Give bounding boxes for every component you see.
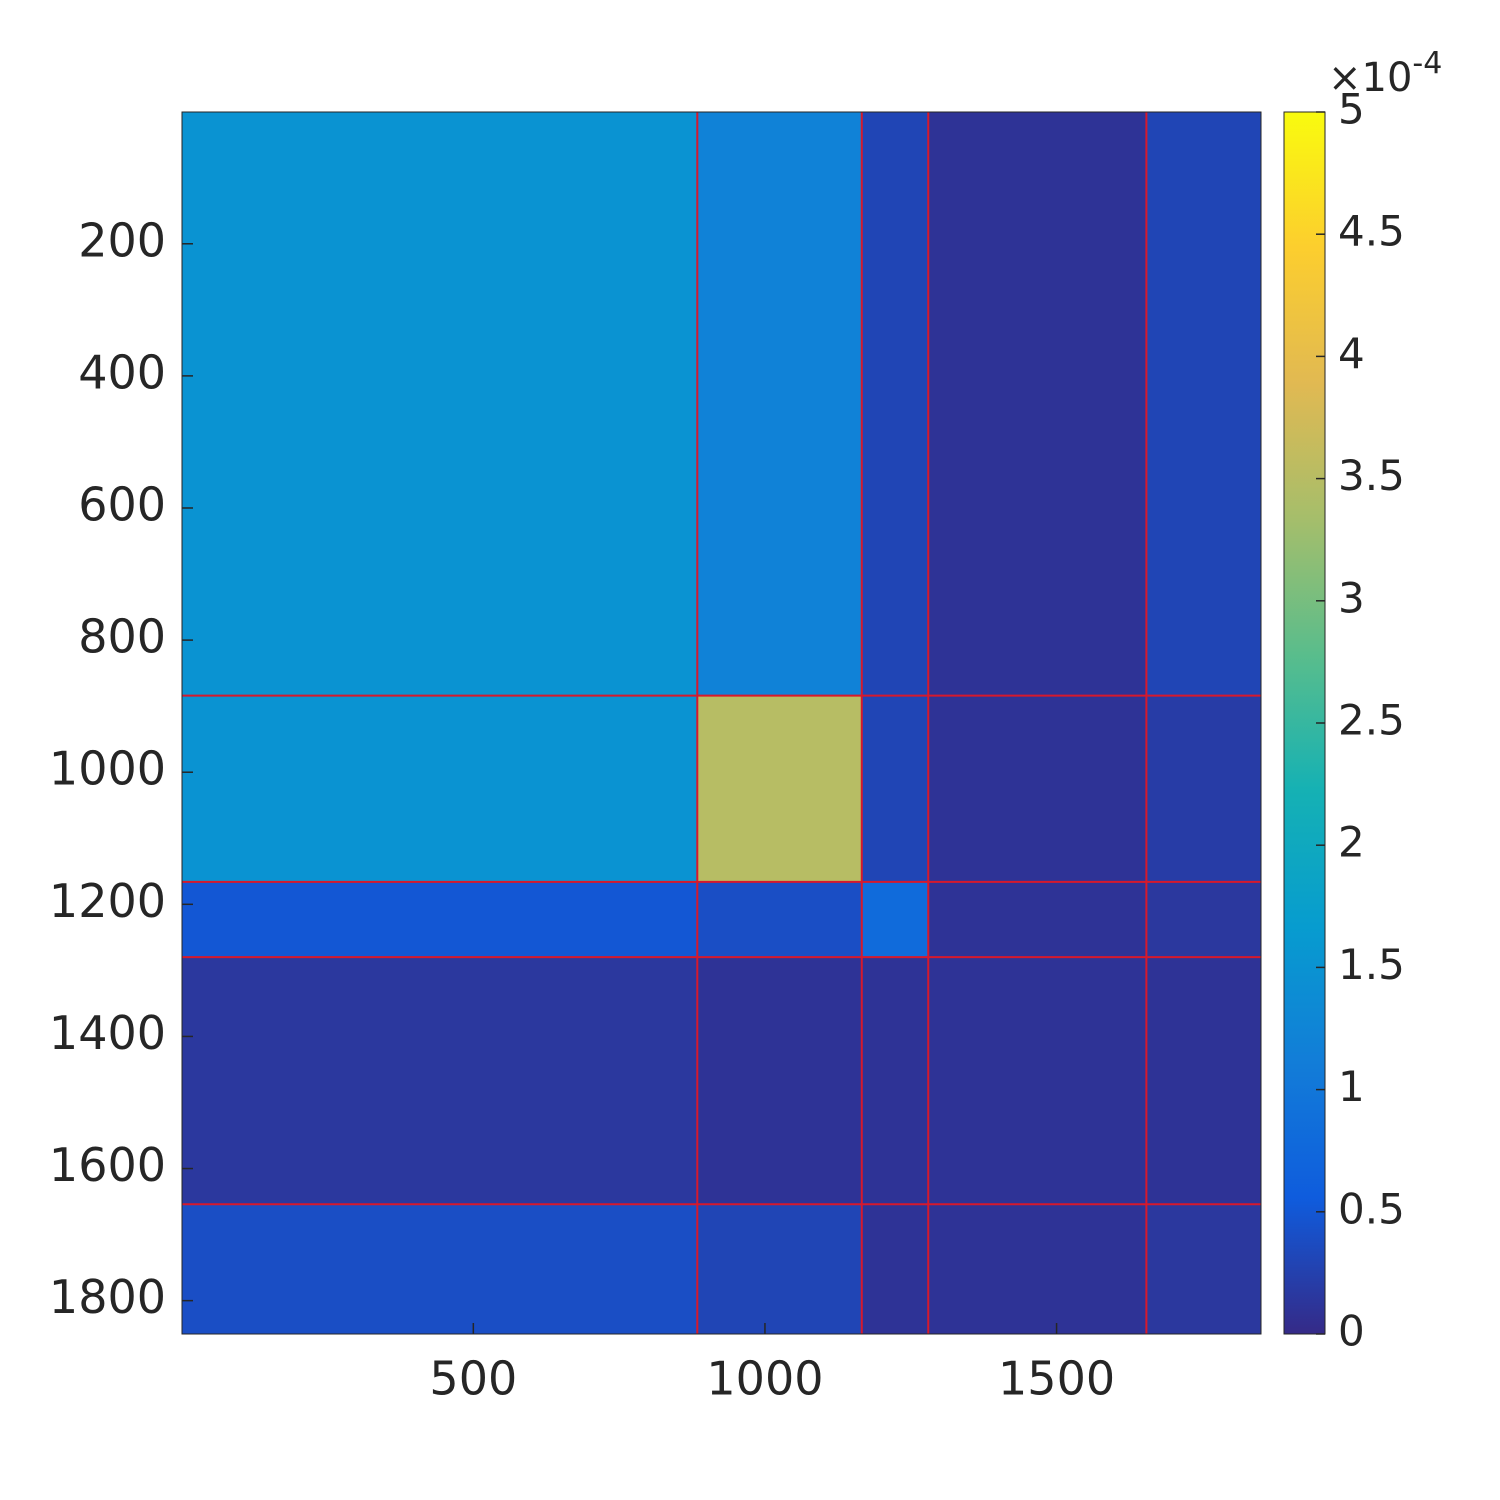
cell (182, 112, 698, 696)
cell (1146, 695, 1261, 882)
y-tick-label: 200 (78, 213, 166, 267)
cell (861, 695, 929, 882)
cell (928, 112, 1147, 696)
cell (182, 881, 698, 958)
colorbar-tick-label: 0 (1338, 1307, 1365, 1356)
colorbar-tick-label: 1.5 (1338, 940, 1405, 989)
cell (861, 1204, 929, 1334)
cell (1146, 1204, 1261, 1334)
colorbar-tick-label: 2 (1338, 818, 1365, 867)
colorbar-tick-label: 2.5 (1338, 696, 1405, 745)
cell (182, 957, 698, 1205)
axes-frame (181, 111, 1262, 1335)
y-tick-label: 1800 (49, 1270, 166, 1324)
exponent-base: ×10 (1328, 55, 1412, 101)
y-tick-label: 1600 (49, 1138, 166, 1192)
colorbar-tick-label: 3 (1338, 573, 1365, 622)
colorbar-tick-label: 5 (1338, 85, 1365, 134)
y-tick-label: 1200 (49, 874, 166, 928)
y-tick-label: 400 (78, 345, 166, 399)
x-tick-label: 1000 (706, 1352, 823, 1406)
colorbar-tick-label: 4.5 (1338, 207, 1405, 256)
y-tick-label: 800 (78, 610, 166, 664)
cell (928, 881, 1147, 958)
colorbar-exponent: ×10-4 (1328, 46, 1442, 102)
y-tick-label: 600 (78, 477, 166, 531)
cell (928, 695, 1147, 882)
exponent-power: -4 (1412, 46, 1442, 81)
cell (861, 881, 929, 958)
colorbar-tick-label: 1 (1338, 1062, 1365, 1111)
x-tick-label: 1500 (998, 1352, 1115, 1406)
y-tick-label: 1400 (49, 1006, 166, 1060)
cell (928, 1204, 1147, 1334)
colorbar-tick-label: 3.5 (1338, 451, 1405, 500)
cell (1146, 957, 1261, 1205)
colorbar-tick-label: 0.5 (1338, 1184, 1405, 1233)
colorbar-tick-label: 4 (1338, 329, 1365, 378)
cell (861, 112, 929, 696)
cell (697, 112, 862, 696)
cell (697, 1204, 862, 1334)
cell (697, 695, 862, 882)
cell (1146, 112, 1261, 696)
x-tick-label: 500 (429, 1352, 517, 1406)
cell (861, 957, 929, 1205)
y-tick-label: 1000 (49, 742, 166, 796)
cell (697, 957, 862, 1205)
cell (928, 957, 1147, 1205)
cell (1146, 881, 1261, 958)
cell (182, 695, 698, 882)
cell (182, 1204, 698, 1334)
cell (697, 881, 862, 958)
